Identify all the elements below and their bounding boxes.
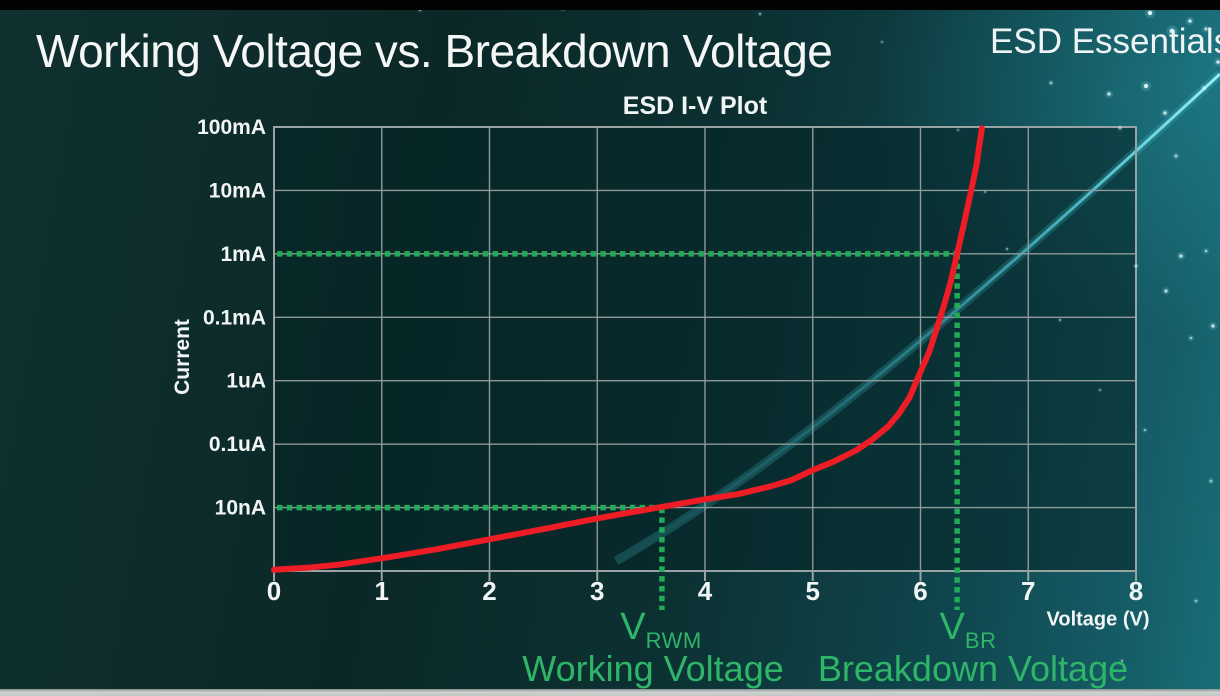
x-tick-marks (273, 571, 1137, 581)
svg-text:3: 3 (590, 576, 604, 606)
top-letterbox-bar (0, 0, 1220, 10)
svg-text:2: 2 (482, 576, 496, 606)
light-streak-decoration (615, 72, 1220, 563)
y-tick-labels: 100mA 10mA 1mA 0.1mA 1uA 0.1uA 10nA (197, 116, 266, 520)
svg-text:8: 8 (1129, 576, 1143, 606)
svg-text:0: 0 (267, 576, 281, 606)
svg-text:0.1mA: 0.1mA (203, 306, 266, 329)
vbr-subscript: BR (964, 628, 997, 653)
bottom-player-bar (0, 689, 1220, 696)
iv-curve (271, 125, 985, 573)
background-sparkles (417, 3, 1220, 664)
working-voltage-label: Working Voltage (522, 648, 784, 689)
vrwm-guide-lines (277, 504, 665, 610)
vrwm-symbol: V (620, 606, 646, 648)
svg-text:1: 1 (375, 576, 389, 606)
vrwm-subscript: RWM (645, 628, 702, 653)
svg-text:4: 4 (698, 576, 713, 606)
vbr-guide-lines (277, 251, 960, 610)
y-axis-title: Current (171, 319, 194, 395)
svg-text:0.1uA: 0.1uA (209, 433, 266, 456)
svg-text:1mA: 1mA (220, 243, 266, 266)
vbr-symbol: V (939, 606, 965, 648)
svg-text:100mA: 100mA (197, 116, 266, 139)
svg-text:10mA: 10mA (209, 179, 266, 202)
vrwm-marker-label: VRWM (620, 606, 701, 654)
brand-label: ESD Essentials (990, 22, 1220, 61)
svg-text:1uA: 1uA (226, 370, 266, 393)
vbr-marker-label: VBR (940, 606, 997, 654)
svg-text:6: 6 (913, 576, 927, 606)
breakdown-voltage-label: Breakdown Voltage (817, 648, 1129, 689)
svg-text:5: 5 (806, 576, 820, 606)
chart-title: ESD I-V Plot (622, 92, 768, 120)
grid-lines (274, 127, 1136, 571)
x-axis-title: Voltage (V) (1046, 608, 1150, 631)
svg-text:10nA: 10nA (215, 497, 266, 520)
svg-text:7: 7 (1021, 576, 1035, 606)
x-tick-labels: 0 1 2 3 4 5 6 7 8 (267, 576, 1143, 606)
page-title: Working Voltage vs. Breakdown Voltage (36, 25, 833, 77)
